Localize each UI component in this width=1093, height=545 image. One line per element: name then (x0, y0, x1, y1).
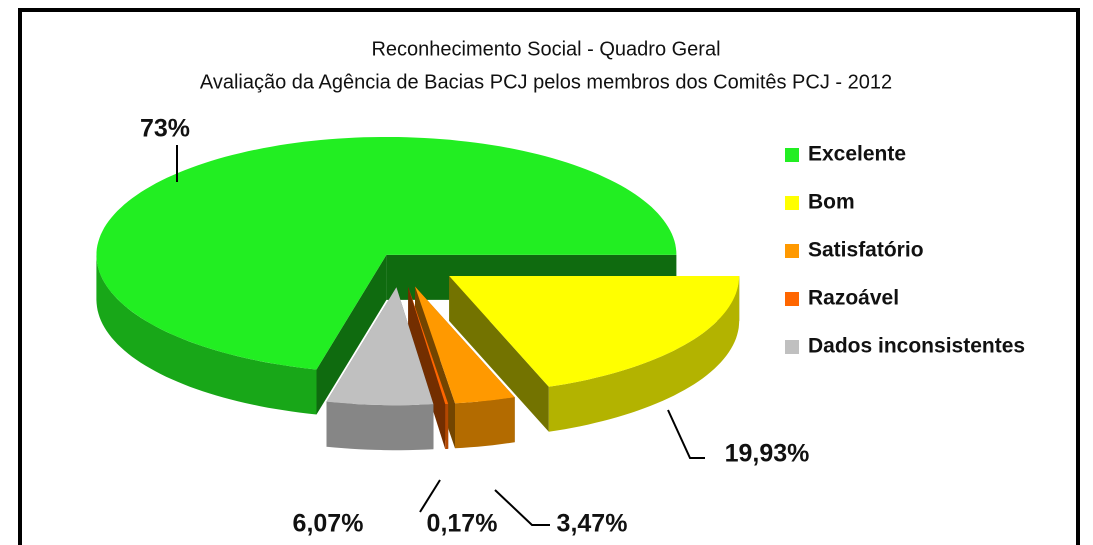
data-label: 6,07% (293, 510, 364, 538)
legend-swatch (785, 340, 799, 354)
slice (96, 137, 677, 370)
data-label: 73% (140, 115, 190, 143)
legend-label: Excelente (808, 143, 906, 166)
slice-wall (316, 254, 387, 415)
legend-swatch (785, 244, 799, 258)
slice-side (408, 287, 449, 449)
chart-title: Reconhecimento Social - Quadro Geral (371, 38, 720, 60)
pie (96, 137, 740, 451)
labels: 73% 19,93% 3,47% 0,17% 6,07% Excelente Bom Sati… (140, 115, 1025, 538)
slice (326, 287, 434, 406)
slice-wall (449, 276, 549, 432)
legend-label: Razoável (808, 287, 899, 310)
slice-outer-wall (548, 276, 740, 432)
legend-label: Dados inconsistentes (808, 335, 1025, 358)
chart-subtitle: Avaliação da Agência de Bacias PCJ pelos… (200, 71, 892, 93)
leader-line (494, 489, 550, 526)
slice-outer-wall (96, 254, 317, 415)
leader-line (419, 479, 441, 513)
leader-line (667, 409, 705, 459)
legend-swatch (785, 148, 799, 162)
data-label: 19,93% (725, 440, 810, 468)
legend-label: Satisfatório (808, 239, 924, 262)
slice (449, 276, 740, 387)
data-label: 3,47% (557, 510, 628, 538)
legend-label: Bom (808, 191, 855, 214)
slice-outer-wall (455, 397, 515, 449)
data-label: 0,17% (427, 510, 498, 538)
legend-swatch (785, 196, 799, 210)
slice-outer-wall (445, 403, 449, 449)
slice-outer-wall (326, 401, 434, 451)
slice (415, 286, 515, 404)
legend-swatch (785, 292, 799, 306)
slice-wall (408, 287, 446, 449)
slice (408, 287, 449, 404)
